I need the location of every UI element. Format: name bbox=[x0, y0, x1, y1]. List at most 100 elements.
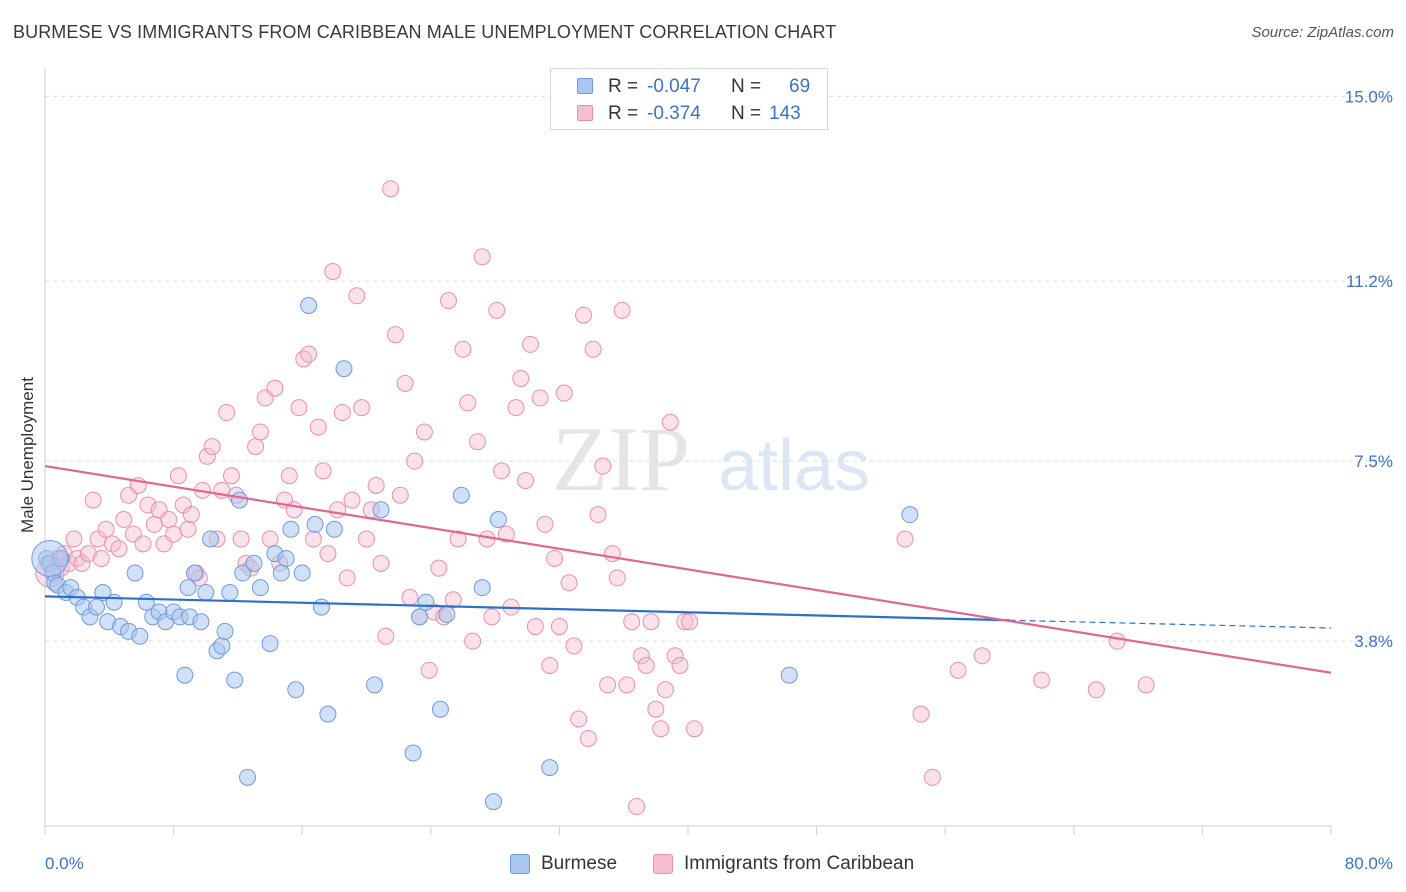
legend-r-label: R = bbox=[608, 103, 639, 124]
data-point-burmese bbox=[87, 598, 105, 616]
data-point-caribbean bbox=[618, 676, 636, 694]
data-point-burmese bbox=[473, 579, 491, 597]
legend-label-burmese: Burmese bbox=[541, 853, 618, 874]
data-point-caribbean bbox=[493, 462, 511, 480]
data-point-caribbean bbox=[454, 340, 472, 358]
data-point-caribbean bbox=[338, 569, 356, 587]
data-point-burmese bbox=[293, 564, 311, 582]
data-point-burmese bbox=[245, 554, 263, 572]
data-point-burmese bbox=[221, 584, 239, 602]
data-point-caribbean bbox=[358, 530, 375, 548]
data-point-caribbean bbox=[92, 549, 110, 567]
legend-r-label: R = bbox=[608, 76, 639, 97]
data-point-caribbean bbox=[589, 506, 607, 524]
data-point-caribbean bbox=[497, 525, 515, 543]
data-point-burmese bbox=[901, 506, 919, 524]
data-point-caribbean bbox=[218, 404, 236, 422]
data-point-caribbean bbox=[203, 438, 221, 456]
data-point-caribbean bbox=[304, 530, 322, 548]
data-point-caribbean bbox=[232, 530, 250, 548]
data-point-caribbean bbox=[382, 180, 400, 198]
data-point-caribbean bbox=[912, 705, 930, 723]
data-point-caribbean bbox=[165, 525, 183, 543]
data-point-caribbean bbox=[570, 710, 588, 728]
data-point-burmese bbox=[231, 491, 249, 509]
data-point-caribbean bbox=[84, 491, 102, 509]
data-point-caribbean bbox=[637, 656, 655, 674]
data-point-caribbean bbox=[295, 350, 313, 368]
data-point-caribbean bbox=[79, 545, 97, 563]
data-point-burmese bbox=[239, 768, 257, 786]
legend-r-value: -0.047 bbox=[647, 76, 701, 97]
data-point-caribbean bbox=[415, 423, 433, 441]
burmese-points bbox=[31, 296, 919, 811]
data-point-caribbean bbox=[676, 613, 694, 631]
data-point-caribbean bbox=[973, 647, 991, 665]
data-point-caribbean bbox=[652, 720, 670, 738]
data-point-caribbean bbox=[565, 637, 583, 655]
watermark-atlas: atlas bbox=[718, 426, 870, 506]
data-point-caribbean bbox=[1087, 681, 1105, 699]
data-point-burmese bbox=[261, 635, 279, 653]
data-point-caribbean bbox=[507, 399, 525, 417]
legend-r-value: -0.374 bbox=[647, 103, 701, 124]
data-point-caribbean bbox=[575, 306, 593, 324]
data-point-caribbean bbox=[343, 491, 361, 509]
data-point-burmese bbox=[105, 593, 123, 611]
data-point-burmese bbox=[277, 549, 295, 567]
data-point-burmese bbox=[325, 520, 343, 538]
trend-line-burmese-extension bbox=[1009, 619, 1332, 629]
trend-lines bbox=[44, 464, 1332, 674]
data-point-burmese bbox=[411, 608, 429, 626]
y-tick-label: 15.0% bbox=[1345, 87, 1393, 106]
data-point-caribbean bbox=[546, 549, 564, 567]
legend-n-label: N = bbox=[731, 76, 762, 97]
data-point-burmese bbox=[126, 564, 144, 582]
data-point-caribbean bbox=[560, 574, 578, 592]
data-point-caribbean bbox=[512, 369, 530, 387]
data-point-caribbean bbox=[1137, 676, 1155, 694]
trend-line-burmese bbox=[44, 595, 1010, 622]
data-point-burmese bbox=[192, 613, 210, 631]
data-point-caribbean bbox=[555, 384, 573, 402]
data-point-caribbean bbox=[642, 613, 660, 631]
data-point-burmese bbox=[202, 530, 220, 548]
data-point-caribbean bbox=[599, 676, 617, 694]
data-point-burmese bbox=[372, 501, 390, 519]
data-point-caribbean bbox=[896, 530, 914, 548]
data-point-burmese bbox=[131, 627, 149, 645]
data-point-burmese bbox=[179, 579, 197, 597]
data-point-caribbean bbox=[671, 656, 689, 674]
data-point-caribbean bbox=[139, 496, 157, 514]
data-point-burmese bbox=[226, 671, 244, 689]
series-legend: Burmese Immigrants from Caribbean bbox=[0, 852, 1406, 878]
data-point-caribbean bbox=[110, 540, 128, 558]
data-point-caribbean bbox=[348, 287, 366, 305]
legend-n-value: 143 bbox=[769, 103, 801, 124]
data-point-caribbean bbox=[541, 656, 559, 674]
legend-label-caribbean: Immigrants from Caribbean bbox=[684, 853, 915, 874]
data-point-caribbean bbox=[444, 591, 462, 609]
trend-line-caribbean bbox=[44, 464, 1332, 674]
data-point-burmese bbox=[417, 593, 435, 611]
data-point-caribbean bbox=[115, 511, 133, 529]
legend-row-caribbean: R = -0.374 N = 143 bbox=[551, 101, 827, 127]
chart-title: BURMESE VS IMMIGRANTS FROM CARIBBEAN MAL… bbox=[13, 22, 837, 42]
data-point-burmese bbox=[185, 564, 203, 582]
data-point-caribbean bbox=[923, 768, 941, 786]
data-point-burmese bbox=[197, 584, 215, 602]
data-point-caribbean bbox=[179, 520, 197, 538]
axes bbox=[44, 68, 1332, 835]
data-point-caribbean bbox=[685, 720, 703, 738]
data-point-caribbean bbox=[661, 413, 679, 431]
y-tick-label: 11.2% bbox=[1346, 272, 1393, 291]
data-point-burmese bbox=[287, 681, 305, 699]
data-point-caribbean bbox=[656, 681, 674, 699]
data-point-caribbean bbox=[300, 345, 318, 363]
data-point-burmese bbox=[438, 605, 456, 623]
data-point-caribbean bbox=[608, 569, 626, 587]
watermark: ZIP atlas bbox=[552, 408, 870, 510]
data-point-burmese bbox=[94, 584, 112, 602]
legend-swatch-pink bbox=[577, 105, 593, 121]
y-tick-label: 7.5% bbox=[1354, 452, 1393, 471]
